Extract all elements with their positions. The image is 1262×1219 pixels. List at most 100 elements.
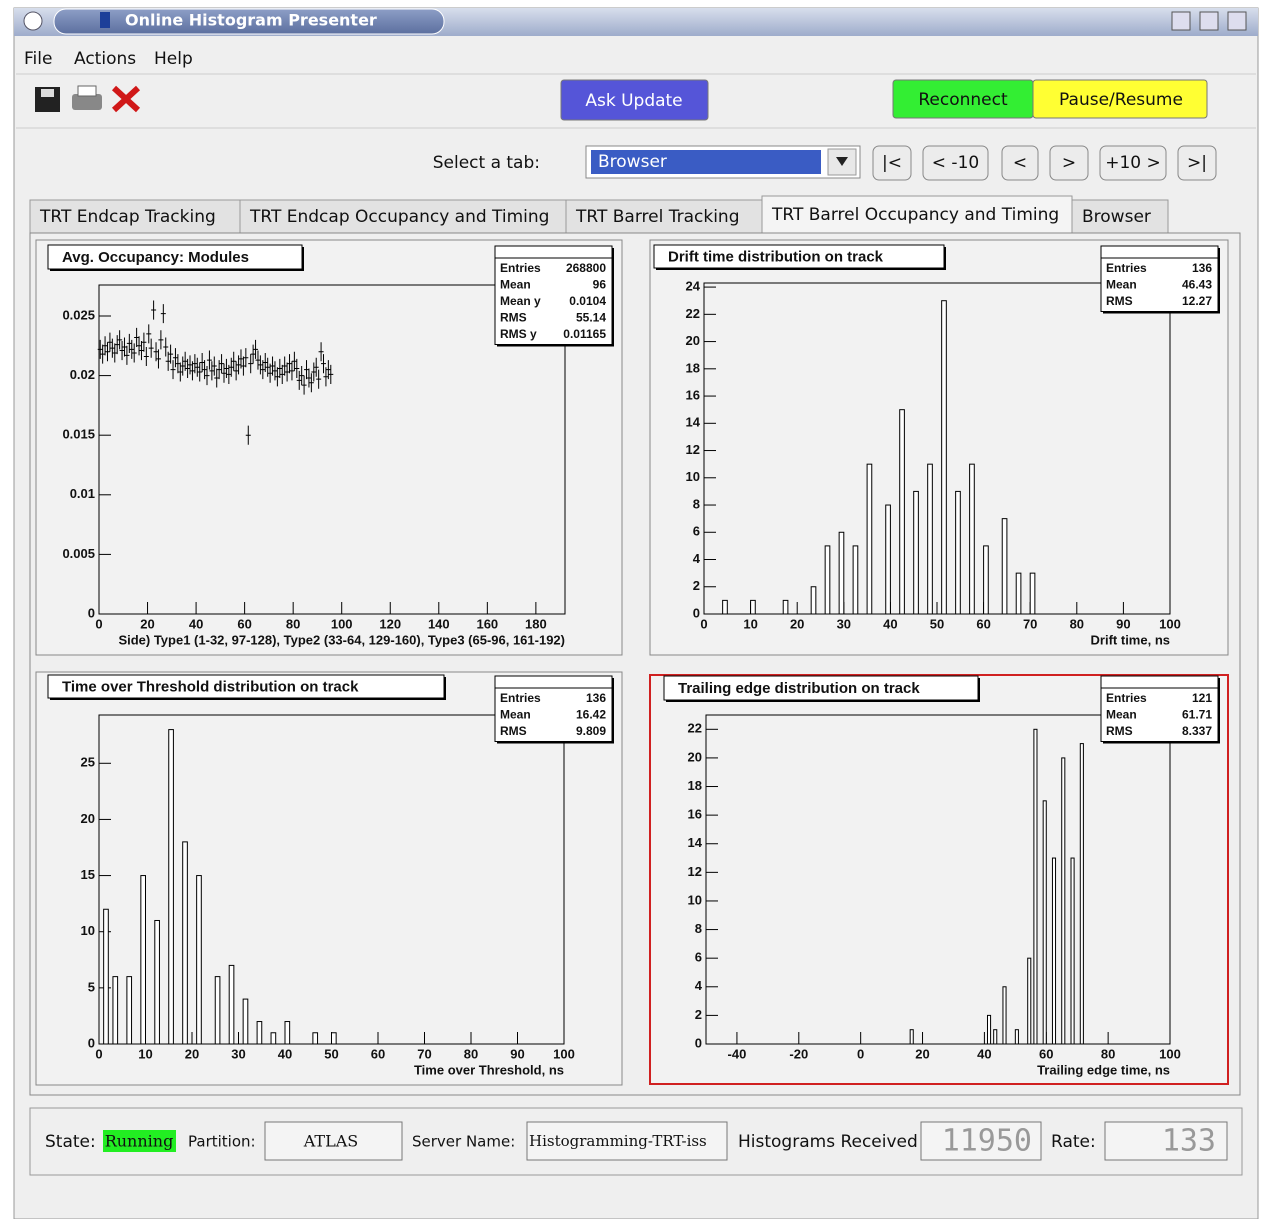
- x-axis-title: Time over Threshold, ns: [414, 1062, 564, 1077]
- histogram-bar: [810, 586, 817, 615]
- stats-label: Mean: [1106, 278, 1137, 292]
- print-icon[interactable]: [72, 94, 102, 110]
- x-tick-label: 80: [1070, 616, 1084, 631]
- button-label[interactable]: Reconnect: [918, 90, 1008, 110]
- menu-item[interactable]: File: [24, 49, 52, 69]
- y-tick-label: 12: [688, 864, 702, 879]
- x-tick-label: 80: [286, 616, 300, 631]
- x-tick-label: 60: [1039, 1046, 1053, 1061]
- histogram-bar: [824, 545, 831, 615]
- histogram-bar: [1051, 857, 1057, 1045]
- data-point: [182, 351, 188, 371]
- stats-box: [494, 245, 613, 345]
- y-tick-label: 8: [695, 921, 702, 936]
- server-box: [526, 1121, 728, 1161]
- nav-button-label[interactable]: |<: [882, 153, 902, 173]
- button-label[interactable]: Ask Update: [585, 91, 682, 111]
- histogram-bar: [1015, 572, 1022, 615]
- stats-label: RMS: [1106, 724, 1133, 738]
- tab[interactable]: [565, 199, 763, 234]
- histogram-bar: [1061, 757, 1066, 1045]
- pause-resume-button[interactable]: [1032, 79, 1208, 119]
- state-indicator: [103, 1130, 176, 1152]
- data-point: [287, 354, 293, 374]
- minimize-button[interactable]: [1171, 11, 1191, 31]
- data-point: [328, 364, 334, 384]
- x-tick-label: 100: [331, 616, 353, 631]
- combo-value[interactable]: Browser: [598, 152, 667, 172]
- x-tick-label: 40: [278, 1046, 292, 1061]
- nav-button[interactable]: [922, 145, 989, 181]
- data-point: [238, 349, 244, 369]
- data-point: [119, 341, 125, 361]
- x-tick-label: 90: [1116, 616, 1130, 631]
- nav-button[interactable]: [1099, 145, 1167, 181]
- nav-button-label[interactable]: >: [1062, 153, 1076, 173]
- nav-button-label[interactable]: <: [1013, 153, 1027, 173]
- x-tick-label: -20: [789, 1046, 808, 1061]
- histogram-bar: [242, 998, 249, 1045]
- tab-label[interactable]: TRT Barrel Occupancy and Timing: [771, 205, 1059, 225]
- menu-item[interactable]: Help: [154, 49, 193, 69]
- x-tick-label: 0: [700, 616, 707, 631]
- nav-button-label[interactable]: +10 >: [1105, 153, 1161, 173]
- stats-value: 8.337: [1182, 724, 1212, 738]
- delete-icon[interactable]: [111, 85, 141, 113]
- window-menu-button[interactable]: [23, 11, 43, 31]
- histogram-bar: [270, 1032, 277, 1045]
- tab[interactable]: [1071, 199, 1169, 234]
- histogram-bar: [112, 976, 119, 1045]
- x-axis-title: Drift time, ns: [1091, 632, 1170, 647]
- data-point: [155, 349, 161, 369]
- y-tick-label: 5: [88, 979, 95, 994]
- tab-label[interactable]: Browser: [1082, 207, 1151, 227]
- plot-frame: [98, 284, 566, 615]
- maximize-button[interactable]: [1199, 11, 1219, 31]
- title-box: [47, 674, 445, 699]
- histogram-bar: [993, 1029, 998, 1045]
- button-label[interactable]: Pause/Resume: [1059, 90, 1183, 110]
- nav-button[interactable]: [1049, 145, 1089, 181]
- stats-label: Mean: [1106, 708, 1137, 722]
- nav-button-label[interactable]: < -10: [932, 153, 979, 173]
- status-label: Histograms Received: [738, 1132, 918, 1152]
- nav-button[interactable]: [872, 145, 912, 181]
- tab-label[interactable]: TRT Endcap Tracking: [39, 207, 216, 227]
- x-tick-label: 140: [428, 616, 450, 631]
- data-point: [204, 366, 210, 386]
- tab-label[interactable]: TRT Barrel Tracking: [575, 207, 740, 227]
- data-point: [289, 361, 295, 381]
- data-point: [168, 344, 174, 364]
- y-tick-label: 15: [81, 867, 95, 882]
- histogram-bar: [228, 964, 235, 1045]
- rate-value: 133: [1162, 1124, 1216, 1159]
- nav-button[interactable]: [1177, 145, 1217, 181]
- close-button[interactable]: [1227, 11, 1247, 31]
- tab-selected[interactable]: [761, 195, 1073, 235]
- data-point: [143, 346, 149, 367]
- histogram-bar: [909, 1029, 914, 1045]
- stats-value: 0.0104: [569, 294, 606, 308]
- data-point: [231, 351, 237, 371]
- y-tick-label: 6: [695, 950, 702, 965]
- stats-label: RMS: [1106, 294, 1133, 308]
- nav-button-label[interactable]: >|: [1187, 153, 1207, 173]
- data-point: [114, 335, 120, 355]
- nav-button[interactable]: [1001, 145, 1039, 181]
- data-point: [296, 370, 302, 390]
- y-tick-label: 20: [686, 333, 700, 348]
- menu-item[interactable]: Actions: [74, 49, 136, 69]
- title-pill: [53, 8, 445, 35]
- histogram-bar: [126, 976, 133, 1045]
- tab-label[interactable]: TRT Endcap Occupancy and Timing: [249, 207, 549, 227]
- stats-value: 55.14: [576, 311, 606, 325]
- histogram-bar: [866, 463, 873, 615]
- x-tick-label: 100: [1159, 616, 1181, 631]
- data-point: [165, 351, 171, 371]
- histogram-bar: [955, 490, 961, 615]
- y-tick-label: 22: [688, 721, 702, 736]
- x-tick-label: 30: [837, 616, 851, 631]
- ask-update-button[interactable]: [560, 79, 709, 121]
- y-tick-label: 10: [688, 892, 702, 907]
